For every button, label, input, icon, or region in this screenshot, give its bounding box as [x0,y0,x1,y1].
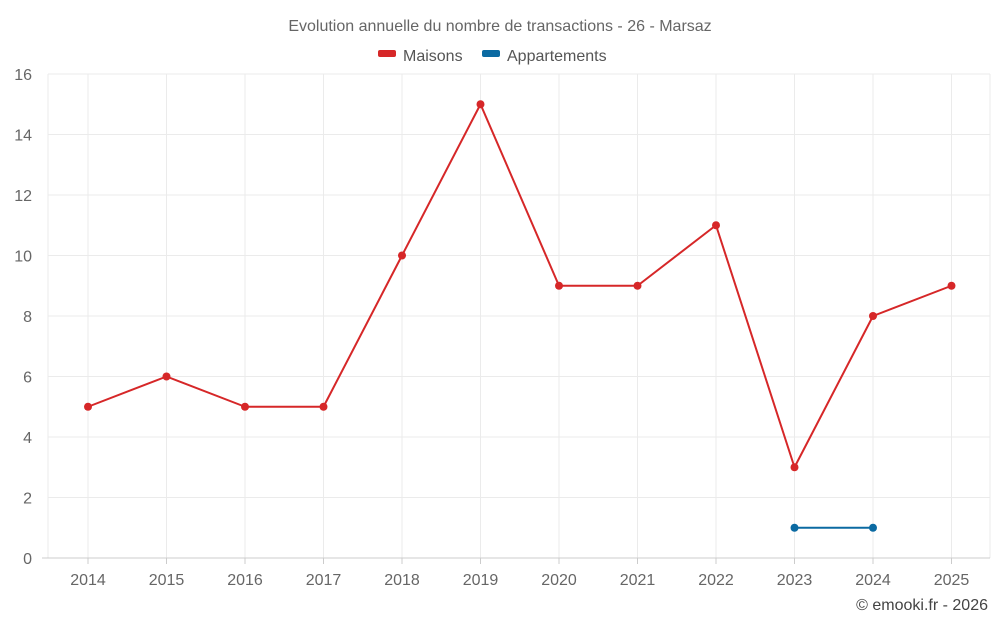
x-tick-label: 2024 [855,572,891,589]
legend-label-maisons: Maisons [403,48,463,65]
maisons-line-segment [401,103,482,257]
chart-title: Evolution annuelle du nombre de transact… [288,18,711,35]
legend-item-maisons[interactable]: Maisons [378,48,463,65]
maisons-line-segment [479,103,560,287]
maisons-line-segment [87,375,168,408]
legend: Maisons Appartements [378,48,607,65]
y-tick-label: 4 [23,430,32,447]
x-tick-label: 2017 [306,572,342,589]
maisons-data-point[interactable] [162,372,171,381]
maisons-data-point[interactable] [712,221,720,230]
y-tick-label: 0 [23,551,32,568]
grid [47,73,991,558]
y-tick-label: 8 [23,309,32,326]
maisons-line-segment [636,224,717,287]
x-tick-label: 2020 [541,572,577,589]
y-tick-label: 16 [14,67,32,84]
x-tick-label: 2021 [620,572,656,589]
maisons-line-segment [715,224,796,469]
maisons-data-point[interactable] [319,402,328,411]
series-appartements [790,523,877,532]
maisons-line-segment [322,254,403,408]
maisons-data-point[interactable] [555,281,563,290]
legend-label-appartements: Appartements [507,48,607,65]
y-tick-label: 12 [14,188,32,205]
appartements-data-point[interactable] [790,523,799,532]
x-tick-label: 2016 [227,572,263,589]
y-tick-label: 2 [23,491,32,508]
maisons-data-point[interactable] [790,463,799,472]
maisons-data-point[interactable] [398,251,406,260]
x-tick-label: 2025 [934,572,970,589]
x-tick-label: 2023 [777,572,813,589]
maisons-data-point[interactable] [947,281,956,290]
maisons-line-segment [793,315,874,469]
maisons-data-point[interactable] [241,402,249,411]
y-tick-label: 10 [14,249,32,266]
maisons-data-point[interactable] [869,312,877,320]
maisons-data-point[interactable] [633,281,642,290]
legend-item-appartements[interactable]: Appartements [482,48,607,65]
legend-swatch-appartements [482,50,500,57]
appartements-data-point[interactable] [869,523,877,532]
series-layer [84,100,956,532]
maisons-data-point[interactable] [476,100,485,109]
x-tick-label: 2018 [384,572,420,589]
maisons-line-segment [872,284,953,317]
x-tick-label: 2022 [698,572,734,589]
axes: 0 2 4 6 8 10 12 14 16 2014 2015 2016 2017 2018 2019 202… [14,67,990,589]
x-tick-label: 2014 [70,572,106,589]
credit-text: © emooki.fr - 2026 [856,597,988,614]
maisons-data-point[interactable] [84,402,92,411]
x-tick-label: 2019 [463,572,499,589]
x-tick-label: 2015 [149,572,185,589]
y-tick-label: 14 [14,128,32,145]
series-maisons [84,100,956,472]
y-tick-label: 6 [23,370,32,387]
maisons-line-segment [165,375,246,408]
legend-swatch-maisons [378,50,396,57]
